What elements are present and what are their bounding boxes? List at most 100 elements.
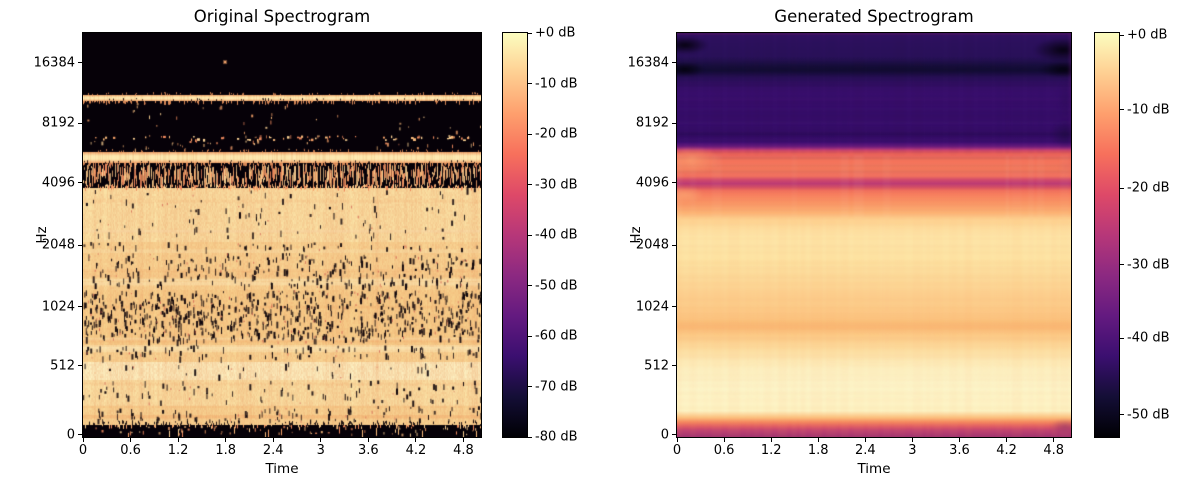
x-tick-mark [864,438,866,442]
x-tick-label: 1.2 [760,443,782,458]
colorbar-tick-mark [1120,109,1124,111]
y-tick-mark [672,122,676,124]
colorbar-tick-mark [528,335,532,337]
colorbar-tick-mark [1120,414,1124,416]
x-tick-mark [415,438,417,442]
y-tick-label: 4096 [41,175,75,191]
y-tick-mark [672,244,676,246]
x-tick-mark [82,438,84,442]
x-tick-mark [130,438,132,442]
y-tick-mark [78,122,82,124]
colorbar-tick-mark [528,32,532,34]
plot-generated: Generated Spectrogram Hz Time 0 0.6 1.2 1.8… [600,0,1180,490]
colorbar-tick-label: -30 dB [1127,257,1170,273]
colorbar-tick-label: -80 dB [535,429,578,445]
x-tick-label: 3.6 [358,443,379,458]
x-tick-label: 2.4 [854,443,876,458]
heatmap-axes [82,32,482,438]
x-tick-mark [770,438,772,442]
colorbar-tick-label: -20 dB [535,126,578,142]
colorbar-tick-label: -40 dB [1127,330,1170,346]
y-tick-label: 1024 [635,299,669,315]
y-tick-label: 8192 [635,115,669,131]
y-tick-label: 512 [644,358,669,374]
x-tick-label: 4.8 [453,443,474,458]
colorbar [502,32,528,438]
y-tick-mark [672,62,676,64]
y-tick-mark [672,365,676,367]
x-tick-label: 0.6 [713,443,735,458]
x-tick-mark [911,438,913,442]
x-tick-label: 3.6 [949,443,970,458]
y-tick-mark [672,434,676,436]
plot-title: Original Spectrogram [193,7,371,26]
y-tick-mark [78,244,82,246]
colorbar-tick-label: -30 dB [535,177,578,192]
x-tick-label: 4.8 [1043,443,1064,458]
x-tick-mark [367,438,369,442]
y-tick-mark [78,182,82,184]
colorbar-tick-label: -40 dB [535,227,578,243]
colorbar-tick-label: -50 dB [535,278,578,293]
colorbar-tick-mark [1120,337,1124,339]
generated-spectrogram-canvas [677,33,1071,437]
x-tick-label: 0.6 [120,443,141,458]
x-tick-mark [958,438,960,442]
colorbar [1094,32,1120,438]
colorbar-tick-mark [528,386,532,387]
colorbar-tick-mark [528,234,532,236]
x-tick-mark [462,438,464,442]
x-tick-mark [676,438,678,442]
y-tick-label: 4096 [635,175,669,191]
heatmap-axes [676,32,1072,438]
x-tick-mark [817,438,819,442]
x-tick-label: 1.2 [167,443,189,458]
colorbar-tick-mark [528,184,532,185]
colorbar-tick-mark [1120,34,1124,36]
colorbar-tick-mark [528,133,532,135]
x-tick-label: 2.4 [262,443,284,458]
x-tick-label: 1.8 [215,443,237,458]
colorbar-tick-label: +0 dB [535,25,576,41]
x-tick-mark [272,438,274,442]
x-axis-label: Time [265,461,299,477]
y-tick-label: 512 [50,358,75,374]
x-tick-mark [723,438,725,442]
y-tick-label: 16384 [627,55,669,71]
y-tick-label: 2048 [635,237,669,253]
y-tick-label: 8192 [41,115,75,131]
y-tick-mark [672,306,676,308]
x-tick-label: 4.2 [405,443,427,458]
original-spectrogram-canvas [83,33,481,437]
x-tick-label: 0 [78,443,88,458]
colorbar-tick-label: +0 dB [1127,27,1168,43]
y-tick-label: 2048 [41,237,75,253]
x-tick-mark [177,438,179,442]
colorbar-tick-label: -20 dB [1127,180,1170,196]
colorbar-tick-mark [528,83,532,84]
axis-ticks: 0 0.6 1.2 1.8 2.4 3 3.6 4.2 4.8 16384 8192 4096 2048… [600,0,1180,490]
x-tick-mark [1006,438,1008,442]
y-tick-label: 0 [66,427,75,443]
x-tick-label: 4.2 [996,443,1017,458]
colorbar-tick-mark [1120,187,1124,189]
plot-original: Original Spectrogram Hz Time 0 0.6 1.2 1.8 2… [34,7,578,477]
y-tick-mark [78,365,82,367]
colorbar-tick-label: -50 dB [1127,407,1170,423]
x-tick-label: 3 [908,443,917,458]
y-tick-mark [78,62,82,64]
x-tick-mark [320,438,322,442]
x-axis-label: Time [857,461,891,477]
axis-ticks: 0 0.6 1.2 1.8 2.4 3 3.6 4.2 4.8 16384 8192 4096 2048… [34,25,578,458]
y-tick-label: 1024 [41,299,75,315]
x-tick-mark [225,438,227,442]
colorbar-tick-mark [528,436,532,438]
colorbar-tick-mark [528,285,532,286]
x-tick-label: 3 [316,443,325,458]
x-tick-label: 0 [672,443,682,458]
colorbar-tick-label: -10 dB [1127,102,1170,118]
y-tick-mark [78,306,82,308]
colorbar-tick-mark [1120,264,1124,266]
colorbar-tick-label: -70 dB [535,379,578,394]
